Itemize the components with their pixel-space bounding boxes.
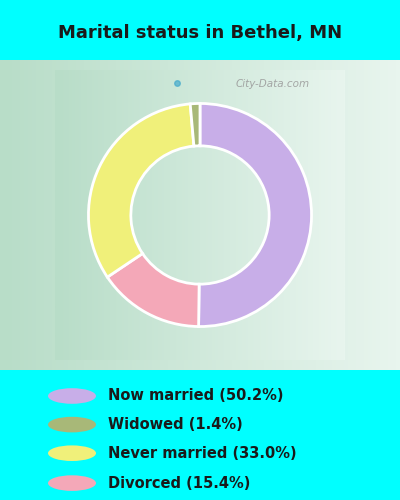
Wedge shape bbox=[198, 104, 312, 326]
Circle shape bbox=[48, 388, 96, 404]
Wedge shape bbox=[107, 254, 199, 326]
Circle shape bbox=[48, 446, 96, 461]
Wedge shape bbox=[88, 104, 194, 277]
Wedge shape bbox=[190, 104, 200, 146]
Text: Now married (50.2%): Now married (50.2%) bbox=[108, 388, 284, 404]
Circle shape bbox=[48, 476, 96, 491]
Text: Widowed (1.4%): Widowed (1.4%) bbox=[108, 417, 243, 432]
Text: City-Data.com: City-Data.com bbox=[235, 79, 309, 89]
Text: Never married (33.0%): Never married (33.0%) bbox=[108, 446, 297, 460]
Text: Divorced (15.4%): Divorced (15.4%) bbox=[108, 476, 250, 490]
Text: Marital status in Bethel, MN: Marital status in Bethel, MN bbox=[58, 24, 342, 42]
Circle shape bbox=[48, 417, 96, 432]
